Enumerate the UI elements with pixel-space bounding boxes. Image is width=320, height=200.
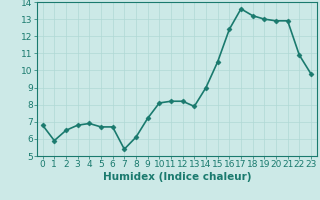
X-axis label: Humidex (Indice chaleur): Humidex (Indice chaleur) (102, 172, 251, 182)
